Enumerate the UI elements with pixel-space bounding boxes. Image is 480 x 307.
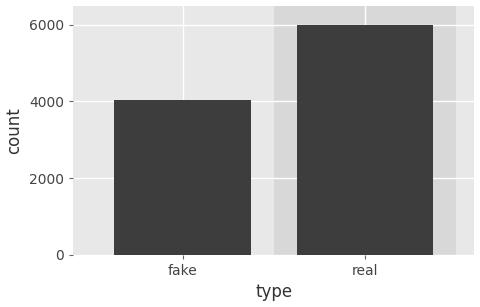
Bar	[92, 6, 274, 255]
X-axis label: type: type	[255, 283, 292, 301]
Bar	[274, 6, 456, 255]
Bar	[297, 25, 433, 255]
Bar	[114, 99, 251, 255]
Y-axis label: count: count	[6, 107, 24, 154]
